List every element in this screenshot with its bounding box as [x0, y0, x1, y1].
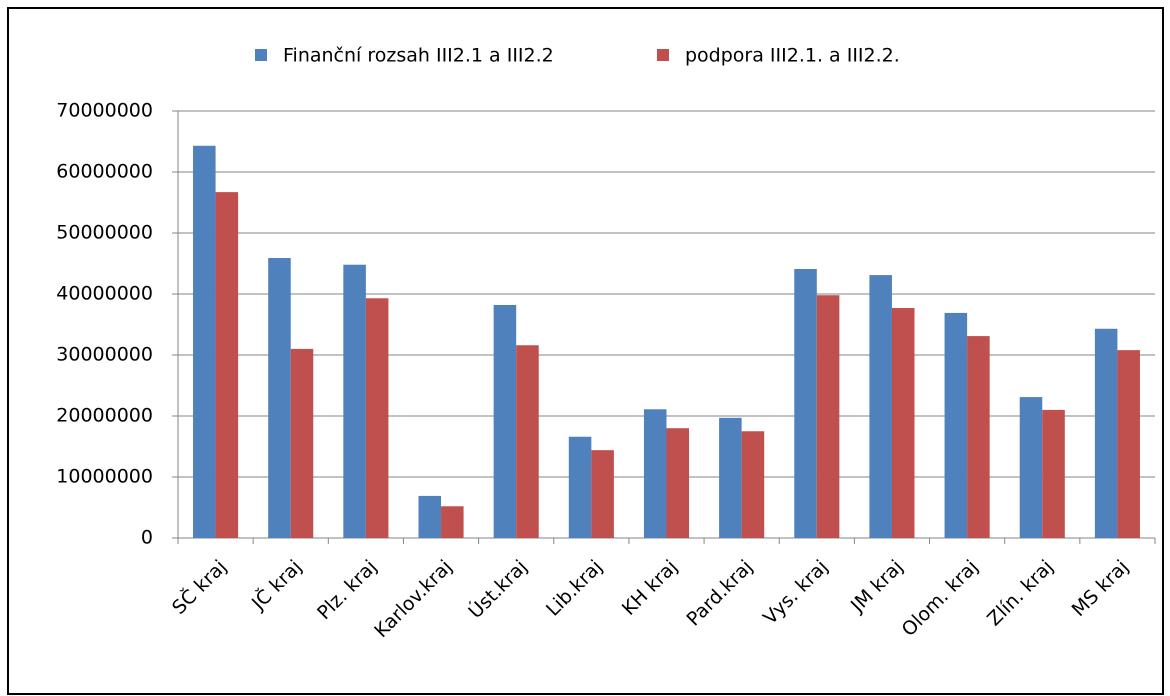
bar: [741, 431, 765, 538]
bar: [816, 295, 840, 538]
bar: [365, 298, 389, 538]
bar: [591, 450, 614, 538]
y-tick-label: 10000000: [56, 466, 153, 488]
bar: [1117, 350, 1140, 538]
legend-swatch: [657, 49, 669, 61]
bar: [418, 495, 442, 538]
y-tick-label: 60000000: [56, 161, 153, 183]
y-tick-label: 20000000: [56, 405, 153, 427]
bar: [493, 304, 517, 538]
bar: [1042, 409, 1065, 538]
bar: [666, 428, 690, 538]
bar: [568, 436, 592, 538]
bar: [643, 409, 667, 538]
bar: [891, 308, 915, 538]
bar: [215, 192, 239, 538]
bar: [1094, 328, 1118, 538]
bar: [719, 417, 742, 538]
legend-swatch: [255, 49, 267, 61]
bar: [944, 312, 968, 538]
bar: [516, 345, 539, 538]
bar: [193, 145, 216, 538]
y-tick-label: 70000000: [56, 100, 153, 122]
legend-label: Finanční rozsah III2.1 a III2.2: [283, 45, 554, 67]
y-tick-label: 0: [141, 527, 153, 549]
bar: [268, 258, 291, 538]
bar: [1019, 397, 1043, 538]
bar: [967, 336, 990, 538]
y-tick-label: 30000000: [56, 344, 153, 366]
bar: [290, 348, 314, 538]
bar: [794, 268, 817, 538]
y-tick-label: 50000000: [56, 222, 153, 244]
bar: [343, 264, 366, 538]
bar: [441, 506, 464, 538]
bar: [869, 275, 892, 538]
y-tick-label: 40000000: [56, 283, 153, 305]
legend-label: podpora III2.1. a III2.2.: [685, 45, 900, 67]
